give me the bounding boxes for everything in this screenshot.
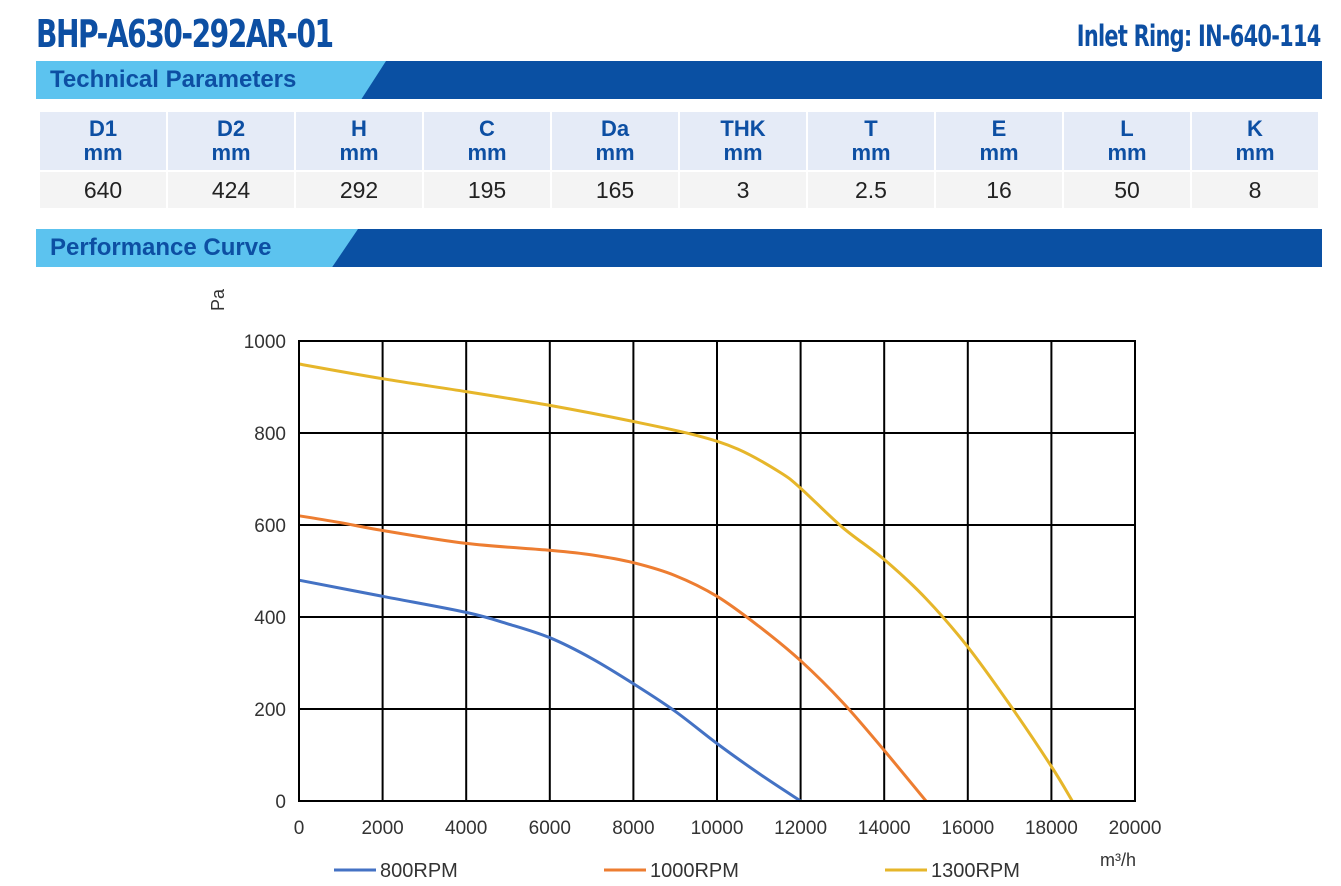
section-tab-background: [36, 61, 386, 99]
param-value-da: 165: [552, 172, 678, 208]
x-axis-label: m³/h: [1100, 850, 1136, 870]
x-tick-label: 14000: [858, 818, 911, 839]
y-axis-label: Pa: [208, 288, 228, 311]
param-unit: mm: [83, 140, 123, 165]
x-tick-label: 0: [294, 818, 305, 839]
param-value-d2: 424: [168, 172, 294, 208]
param-value-thk: 3: [680, 172, 806, 208]
performance-curve-heading: Performance Curve: [50, 234, 272, 261]
param-unit: mm: [211, 140, 251, 165]
x-tick-label: 12000: [774, 818, 827, 839]
param-unit: mm: [851, 140, 891, 165]
param-unit: mm: [1235, 140, 1275, 165]
param-name: L: [1120, 116, 1134, 141]
x-tick-label: 2000: [361, 818, 403, 839]
param-name: Da: [600, 116, 630, 141]
param-value-e: 16: [936, 172, 1062, 208]
param-name: E: [991, 116, 1007, 141]
x-tick-label: 16000: [941, 818, 994, 839]
param-name: K: [1247, 116, 1263, 141]
param-name: C: [479, 116, 495, 141]
x-tick-label: 18000: [1025, 818, 1078, 839]
legend-label-800rpm: 800RPM: [380, 860, 458, 882]
x-tick-label: 20000: [1109, 818, 1162, 839]
legend-label-1000rpm: 1000RPM: [650, 860, 739, 882]
param-unit: mm: [979, 140, 1019, 165]
parameters-value-row: 640 424 292 195 165 3 2.5 16 50 8: [40, 172, 1318, 208]
x-tick-label: 4000: [445, 818, 487, 839]
y-tick-label: 400: [254, 608, 286, 629]
param-value-c: 195: [424, 172, 550, 208]
series-line-800rpm: [298, 578, 802, 803]
param-unit: mm: [595, 140, 635, 165]
series-line-1000rpm: [298, 514, 928, 802]
param-name: D1: [88, 116, 118, 141]
legend-label-1300rpm: 1300RPM: [931, 860, 1020, 882]
y-tick-label: 600: [254, 516, 286, 537]
x-tick-label: 10000: [691, 818, 744, 839]
param-unit: mm: [467, 140, 507, 165]
y-tick-label: 0: [275, 792, 286, 813]
model-title: BHP-A630-292AR-01: [36, 12, 334, 56]
param-header-d2: D2 mm: [168, 112, 294, 172]
technical-parameters-heading: Technical Parameters: [50, 66, 297, 93]
y-tick-label: 1000: [244, 332, 286, 353]
y-tick-label: 800: [254, 424, 286, 445]
plot-border: [298, 340, 1136, 802]
param-value-h: 292: [296, 172, 422, 208]
param-header-d1: D1 mm: [40, 112, 166, 172]
param-name: THK: [720, 116, 766, 141]
performance-curve-bar: Performance Curve: [36, 229, 1322, 267]
x-tick-label: 6000: [529, 818, 571, 839]
inlet-ring-label: Inlet Ring: IN-640-114: [1077, 19, 1321, 53]
section-tab-background: [36, 229, 358, 267]
param-value-t: 2.5: [808, 172, 934, 208]
series-line-1300rpm: [298, 362, 1074, 802]
y-tick-label: 200: [254, 700, 286, 721]
x-tick-label: 8000: [612, 818, 654, 839]
param-name: H: [351, 116, 367, 141]
param-name: D2: [216, 116, 246, 141]
param-header-da: Da mm: [552, 112, 678, 172]
param-header-thk: THK mm: [680, 112, 806, 172]
param-unit: mm: [723, 140, 763, 165]
technical-parameters-bar: Technical Parameters: [36, 61, 1322, 99]
param-unit: mm: [1107, 140, 1147, 165]
param-name: T: [864, 116, 878, 141]
param-value-d1: 640: [40, 172, 166, 208]
param-value-k: 8: [1192, 172, 1318, 208]
param-value-l: 50: [1064, 172, 1190, 208]
param-unit: mm: [339, 140, 379, 165]
